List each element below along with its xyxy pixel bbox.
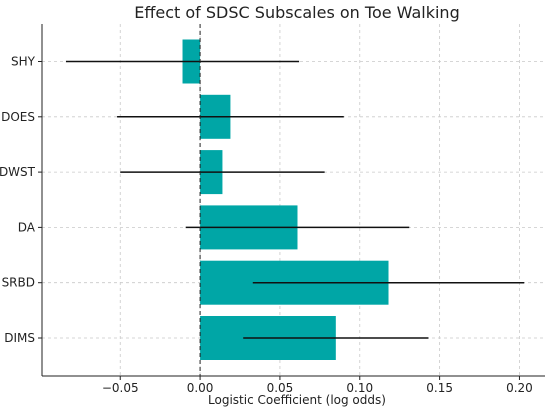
y-tick-label-dims: DIMS <box>4 331 35 345</box>
y-tick-label-srbd: SRBD <box>2 276 35 290</box>
x-tick-label: 0.05 <box>267 381 294 395</box>
x-axis-label: Logistic Coefficient (log odds) <box>208 393 386 407</box>
error-bars <box>65 60 525 339</box>
y-tick-label-does: DOES <box>1 110 35 124</box>
bars <box>182 39 389 360</box>
y-tick-label-shy: SHY <box>11 55 36 69</box>
x-tick-label: −0.05 <box>102 381 139 395</box>
y-tick-label-da: DA <box>18 220 36 234</box>
x-tick-label: 0.00 <box>187 381 214 395</box>
x-tick-label: 0.20 <box>506 381 533 395</box>
axes <box>38 24 545 380</box>
x-tick-label: 0.10 <box>346 381 373 395</box>
x-tick-label: 0.15 <box>426 381 453 395</box>
chart-title: Effect of SDSC Subscales on Toe Walking <box>134 3 459 22</box>
tick-labels: −0.05 0.00 0.05 0.10 0.15 0.20 SHY DOES DWST DA SR… <box>0 55 533 396</box>
y-tick-label-dwst: DWST <box>0 165 36 179</box>
